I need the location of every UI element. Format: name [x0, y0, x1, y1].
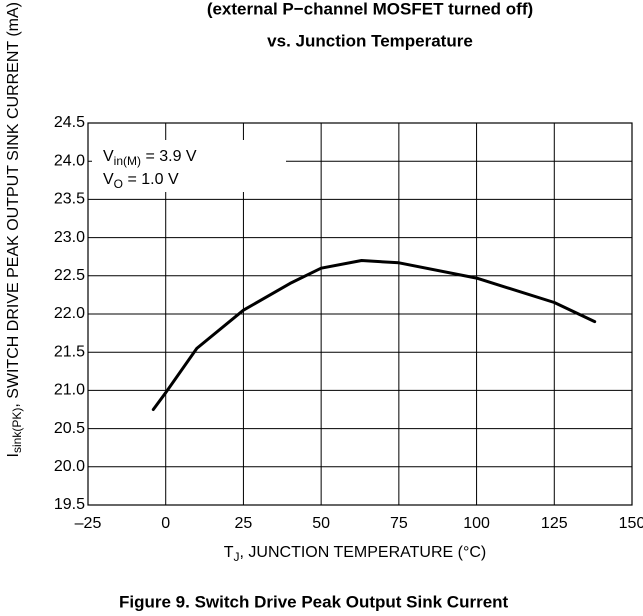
annotation-box — [92, 140, 286, 192]
y-tick-label: 23.5 — [54, 191, 85, 208]
y-tick-label: 21.0 — [54, 382, 85, 399]
x-tick-label: 50 — [312, 515, 330, 532]
y-tick-label: 24.5 — [54, 114, 85, 131]
x-tick-label: 150 — [619, 515, 643, 532]
curve — [151, 259, 597, 411]
plot — [87, 122, 633, 506]
x-tick-label: 25 — [235, 515, 253, 532]
x-tick-label: 125 — [541, 515, 568, 532]
x-tick-label: 0 — [161, 515, 170, 532]
y-tick-label: 23.0 — [54, 229, 85, 246]
x-tick-label: –25 — [75, 515, 102, 532]
y-axis-label: Isink(PK), SWITCH DRIVE PEAK OUTPUT SINK… — [5, 2, 24, 457]
title-line: (external P−channel MOSFET turned off) — [207, 0, 533, 18]
annotation: Vin(M) = 3.9 V — [103, 148, 197, 168]
y-tick-label: 22.5 — [54, 267, 85, 284]
plot-frame — [87, 122, 633, 506]
x-tick-label: 75 — [390, 515, 408, 532]
x-tick-label: 100 — [463, 515, 490, 532]
y-tick-label: 20.5 — [54, 420, 85, 437]
y-tick-label: 24.0 — [54, 152, 85, 169]
y-tick-label: 19.5 — [54, 496, 85, 513]
title-line: vs. Junction Temperature — [267, 31, 473, 50]
annotation: VO = 1.0 V — [103, 171, 179, 191]
y-tick-label: 20.0 — [54, 458, 85, 475]
x-axis-label: TJ, JUNCTION TEMPERATURE (°C) — [224, 544, 486, 564]
y-tick-label: 22.0 — [54, 305, 85, 322]
caption: Figure 9. Switch Drive Peak Output Sink … — [119, 592, 509, 611]
y-tick-label: 21.5 — [54, 343, 85, 360]
